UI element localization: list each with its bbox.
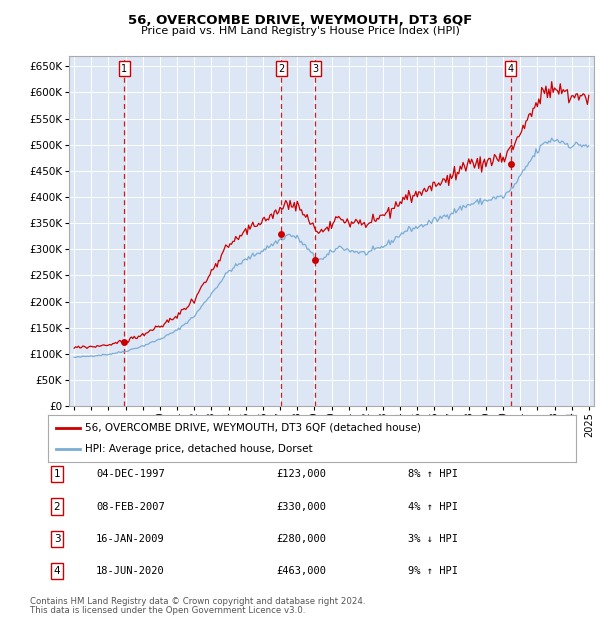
Text: This data is licensed under the Open Government Licence v3.0.: This data is licensed under the Open Gov… xyxy=(30,606,305,615)
Text: 4% ↑ HPI: 4% ↑ HPI xyxy=(408,502,458,512)
Text: 1: 1 xyxy=(121,64,127,74)
Text: 2: 2 xyxy=(278,64,284,74)
Text: £463,000: £463,000 xyxy=(276,566,326,576)
Text: HPI: Average price, detached house, Dorset: HPI: Average price, detached house, Dors… xyxy=(85,445,313,454)
Text: £123,000: £123,000 xyxy=(276,469,326,479)
Text: 08-FEB-2007: 08-FEB-2007 xyxy=(96,502,165,512)
Text: 4: 4 xyxy=(508,64,514,74)
Text: 4: 4 xyxy=(53,566,61,576)
Text: £280,000: £280,000 xyxy=(276,534,326,544)
Text: 18-JUN-2020: 18-JUN-2020 xyxy=(96,566,165,576)
Text: 56, OVERCOMBE DRIVE, WEYMOUTH, DT3 6QF: 56, OVERCOMBE DRIVE, WEYMOUTH, DT3 6QF xyxy=(128,14,472,27)
Text: 56, OVERCOMBE DRIVE, WEYMOUTH, DT3 6QF (detached house): 56, OVERCOMBE DRIVE, WEYMOUTH, DT3 6QF (… xyxy=(85,423,421,433)
Text: 3: 3 xyxy=(312,64,318,74)
Text: 2: 2 xyxy=(53,502,61,512)
Text: Contains HM Land Registry data © Crown copyright and database right 2024.: Contains HM Land Registry data © Crown c… xyxy=(30,597,365,606)
Text: 16-JAN-2009: 16-JAN-2009 xyxy=(96,534,165,544)
Text: 3% ↓ HPI: 3% ↓ HPI xyxy=(408,534,458,544)
Text: 1: 1 xyxy=(53,469,61,479)
Text: Price paid vs. HM Land Registry's House Price Index (HPI): Price paid vs. HM Land Registry's House … xyxy=(140,26,460,36)
Text: 8% ↑ HPI: 8% ↑ HPI xyxy=(408,469,458,479)
Text: 04-DEC-1997: 04-DEC-1997 xyxy=(96,469,165,479)
Text: £330,000: £330,000 xyxy=(276,502,326,512)
Text: 9% ↑ HPI: 9% ↑ HPI xyxy=(408,566,458,576)
Text: 3: 3 xyxy=(53,534,61,544)
